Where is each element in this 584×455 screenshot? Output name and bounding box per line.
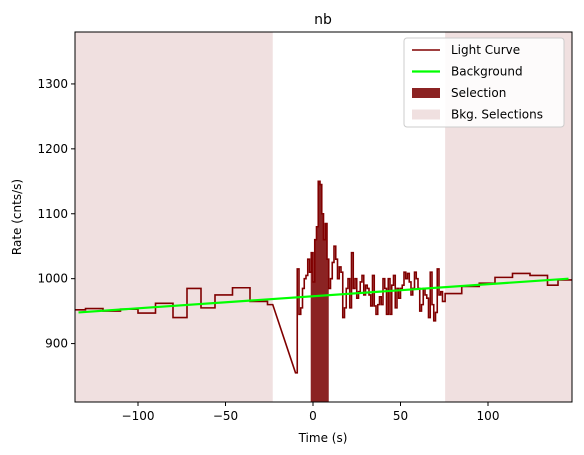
y-tick-label: 900 [45,337,68,351]
bkg-selection-region [75,32,273,402]
legend-label: Light Curve [451,43,520,57]
legend-label: Selection [451,86,506,100]
legend-label: Bkg. Selections [451,108,543,122]
light-curve-line [75,180,572,374]
axes-frame [74,31,573,403]
legend-swatch [412,109,440,120]
x-tick-label: −50 [213,409,238,423]
chart-title: nb [314,12,332,28]
legend: Light Curve Background Selection Bkg. Selec… [403,37,565,128]
legend-swatch [412,88,440,98]
x-tick-label: −100 [122,409,155,423]
background-line [78,277,569,314]
y-axis: 900 1000 1100 1200 1300 [37,77,75,351]
x-axis-label: Time (s) [298,431,348,445]
x-tick-label: 0 [309,409,317,423]
x-tick-label: 50 [393,409,408,423]
y-tick-label: 1100 [37,207,68,221]
x-tick-label: 100 [477,409,500,423]
y-axis-label: Rate (cnts/s) [10,179,24,255]
y-tick-label: 1200 [37,142,68,156]
y-tick-label: 1000 [37,272,68,286]
selection-region [310,181,329,402]
x-axis: −100 −50 0 50 100 [122,402,500,423]
legend-box [403,37,565,128]
y-tick-label: 1300 [37,77,68,91]
legend-label: Background [451,65,523,79]
